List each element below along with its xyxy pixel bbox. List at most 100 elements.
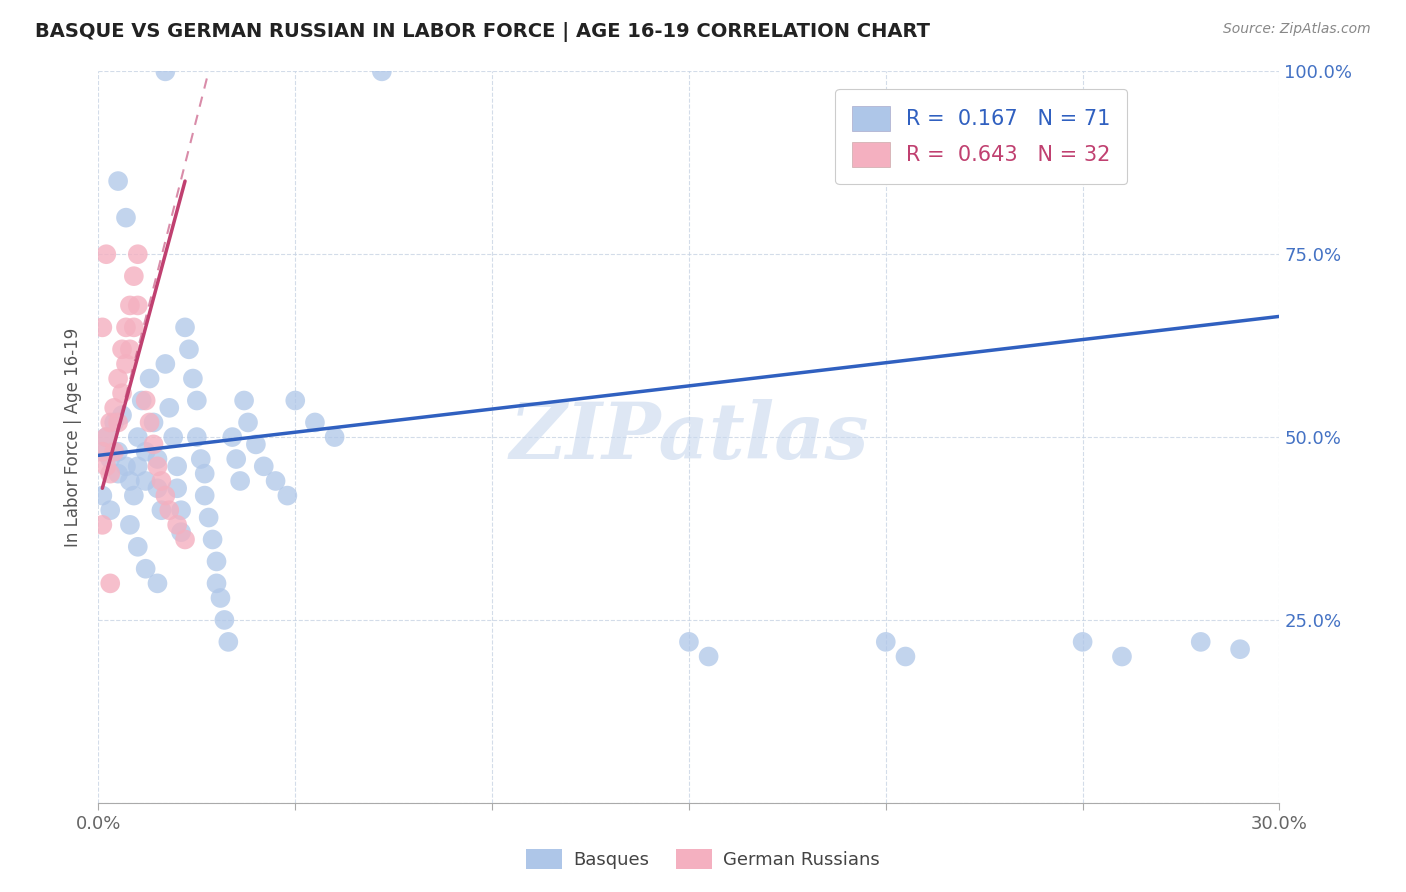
Point (205, 554, 228, 568)
Point (98, 576, 121, 591)
Point (91, 489, 114, 503)
Point (150, 503, 173, 517)
Point (875, 635, 897, 649)
Point (118, 343, 141, 357)
Point (245, 437, 267, 451)
Point (174, 320, 197, 334)
Point (115, 320, 138, 334)
Point (96, 247, 118, 261)
Text: BASQUE VS GERMAN RUSSIAN IN LABOR FORCE | AGE 16-19 CORRELATION CHART: BASQUE VS GERMAN RUSSIAN IN LABOR FORCE … (35, 22, 931, 42)
Point (96, 459, 118, 474)
Point (157, 401, 180, 415)
Legend: Basques, German Russians: Basques, German Russians (517, 839, 889, 879)
Point (201, 533, 224, 547)
Point (209, 591, 232, 605)
Point (111, 343, 134, 357)
Point (233, 393, 256, 408)
Point (115, 357, 138, 371)
Point (103, 444, 125, 458)
Point (127, 298, 149, 312)
Point (135, 474, 157, 488)
Point (107, 444, 129, 458)
Point (107, 416, 129, 430)
Point (157, 503, 180, 517)
Point (127, 247, 149, 261)
Point (284, 393, 307, 408)
Point (323, 430, 346, 444)
Point (127, 430, 149, 444)
Point (107, 174, 129, 188)
Point (98, 416, 121, 430)
Point (107, 371, 129, 385)
Point (146, 481, 169, 495)
Point (177, 343, 200, 357)
Point (276, 489, 298, 503)
Point (138, 416, 160, 430)
Point (264, 474, 287, 488)
Point (190, 452, 212, 467)
Point (186, 430, 208, 444)
Point (697, 649, 720, 664)
Point (236, 416, 259, 430)
Point (1229, 642, 1251, 657)
Point (91, 517, 114, 532)
Point (221, 430, 243, 444)
Y-axis label: In Labor Force | Age 16-19: In Labor Force | Age 16-19 (65, 327, 83, 547)
Point (118, 474, 141, 488)
Point (197, 510, 219, 524)
Point (214, 613, 236, 627)
Point (1189, 635, 1212, 649)
Point (194, 467, 217, 481)
Point (155, 357, 177, 371)
Point (138, 371, 160, 385)
Point (98, 467, 121, 481)
Point (1111, 649, 1133, 664)
Point (103, 416, 125, 430)
Point (111, 386, 134, 401)
Point (371, 64, 394, 78)
Point (111, 408, 134, 422)
Point (96, 430, 118, 444)
Point (181, 371, 204, 385)
Point (115, 211, 138, 225)
Point (150, 474, 173, 488)
Point (142, 437, 165, 451)
Text: Source: ZipAtlas.com: Source: ZipAtlas.com (1223, 22, 1371, 37)
Point (304, 416, 326, 430)
Point (166, 459, 188, 474)
Point (186, 393, 208, 408)
Point (91, 444, 114, 458)
Point (205, 576, 228, 591)
Point (155, 64, 177, 78)
Point (174, 533, 197, 547)
Point (98, 452, 121, 467)
Point (194, 489, 217, 503)
Point (162, 430, 184, 444)
Point (253, 459, 276, 474)
Point (135, 393, 157, 408)
Point (122, 489, 145, 503)
Point (170, 503, 193, 517)
Point (166, 517, 188, 532)
Point (122, 269, 145, 284)
Point (678, 635, 700, 649)
Point (166, 481, 188, 495)
Point (131, 393, 153, 408)
Point (103, 401, 125, 415)
Point (135, 444, 157, 458)
Point (122, 320, 145, 334)
Point (127, 459, 149, 474)
Point (91, 444, 114, 458)
Point (894, 649, 917, 664)
Point (146, 576, 169, 591)
Point (1071, 635, 1094, 649)
Point (146, 459, 169, 474)
Point (135, 562, 157, 576)
Point (155, 489, 177, 503)
Point (229, 474, 252, 488)
Point (146, 452, 169, 467)
Text: ZIPatlas: ZIPatlas (509, 399, 869, 475)
Point (217, 635, 239, 649)
Point (91, 320, 114, 334)
Point (170, 525, 193, 540)
